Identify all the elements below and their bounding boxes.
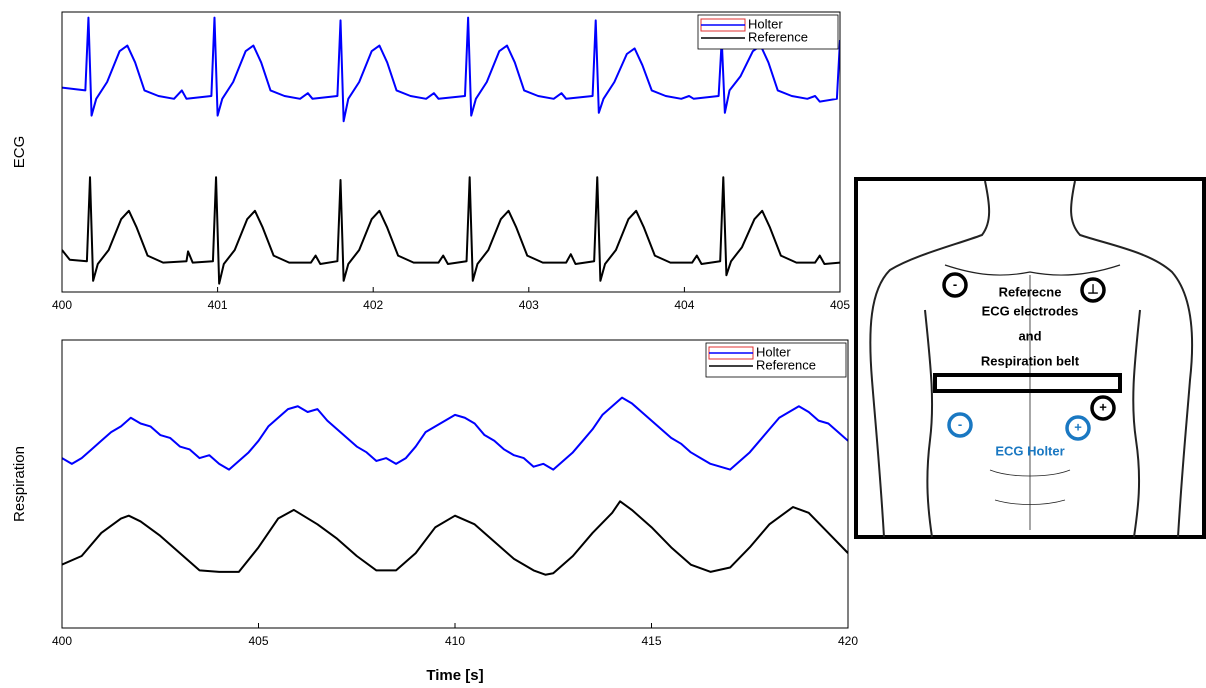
diagram-text: Referecne: [999, 284, 1062, 299]
x-tick-label: 405: [830, 298, 850, 312]
legend-label: Holter: [748, 16, 783, 31]
electrode-symbol: +: [1099, 399, 1107, 414]
diagram-text: Respiration belt: [981, 353, 1080, 368]
electrode: [947, 412, 973, 438]
electrode: [1090, 395, 1116, 421]
series-line: [62, 396, 848, 471]
plot-area: [62, 396, 848, 576]
series-line: [62, 500, 848, 576]
y-axis-label: Respiration: [11, 446, 28, 522]
x-tick-label: 405: [248, 634, 268, 648]
legend-box: [705, 342, 847, 378]
electrode-symbol: -: [953, 276, 957, 291]
x-tick-label: 403: [519, 298, 539, 312]
plot-area: [62, 16, 840, 285]
diagram-text: ECG electrodes: [982, 303, 1079, 318]
y-axis-label: ECG: [11, 136, 28, 169]
diagram-text: ECG Holter: [995, 443, 1064, 458]
x-axis-label: Time [s]: [426, 667, 483, 684]
x-tick-label: 400: [52, 634, 72, 648]
x-tick-label: 420: [838, 634, 858, 648]
x-tick-label: 401: [208, 298, 228, 312]
electrode: [1080, 277, 1106, 303]
diagram-text: and: [1018, 328, 1041, 343]
x-tick-label: 402: [363, 298, 383, 312]
electrode: [1065, 415, 1091, 441]
respiration-belt: [933, 373, 1122, 393]
x-tick-label: 404: [674, 298, 694, 312]
legend-box: [697, 14, 839, 50]
electrode-symbol: +: [1074, 419, 1082, 434]
legend-label: Reference: [748, 29, 808, 44]
x-tick-label: 410: [445, 634, 465, 648]
electrode-symbol: -: [958, 416, 962, 431]
electrode-symbol: ⊥: [1087, 281, 1098, 296]
electrode-diagram: - ⊥ + - + Referecne ECG electrodes and R…: [854, 177, 1206, 539]
legend-label: Holter: [756, 344, 791, 359]
series-line: [62, 176, 840, 285]
plot-frame: [61, 11, 841, 293]
plot-frame: [61, 339, 849, 629]
x-tick-label: 415: [641, 634, 661, 648]
electrode: [942, 272, 968, 298]
torso-sketch: [869, 180, 1194, 538]
series-line: [62, 16, 840, 123]
legend-label: Reference: [756, 357, 816, 372]
x-tick-label: 400: [52, 298, 72, 312]
